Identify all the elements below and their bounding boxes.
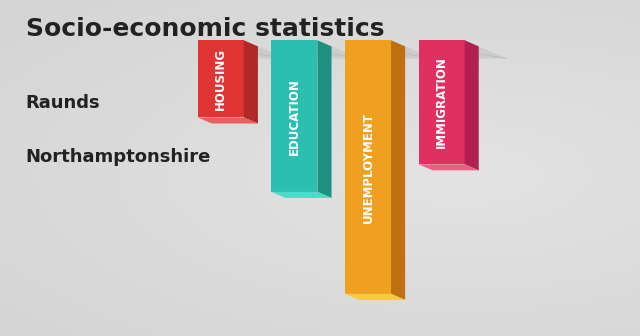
Polygon shape (419, 40, 465, 164)
Polygon shape (419, 164, 479, 170)
Polygon shape (391, 40, 405, 300)
Polygon shape (317, 40, 332, 198)
Text: Socio-economic statistics: Socio-economic statistics (26, 17, 384, 41)
Text: Raunds: Raunds (26, 94, 100, 112)
Polygon shape (419, 40, 507, 58)
Polygon shape (345, 294, 405, 300)
Text: HOUSING: HOUSING (214, 48, 227, 110)
Polygon shape (244, 40, 258, 124)
Polygon shape (271, 192, 332, 198)
Text: EDUCATION: EDUCATION (288, 78, 301, 155)
Polygon shape (271, 40, 360, 58)
Text: IMMIGRATION: IMMIGRATION (435, 56, 448, 148)
Polygon shape (198, 118, 258, 124)
Polygon shape (345, 40, 391, 294)
Text: UNEMPLOYMENT: UNEMPLOYMENT (362, 112, 374, 222)
Polygon shape (198, 40, 286, 58)
Text: Northamptonshire: Northamptonshire (26, 148, 211, 166)
Polygon shape (465, 40, 479, 170)
Polygon shape (198, 40, 244, 118)
Polygon shape (345, 40, 433, 58)
Polygon shape (271, 40, 317, 192)
